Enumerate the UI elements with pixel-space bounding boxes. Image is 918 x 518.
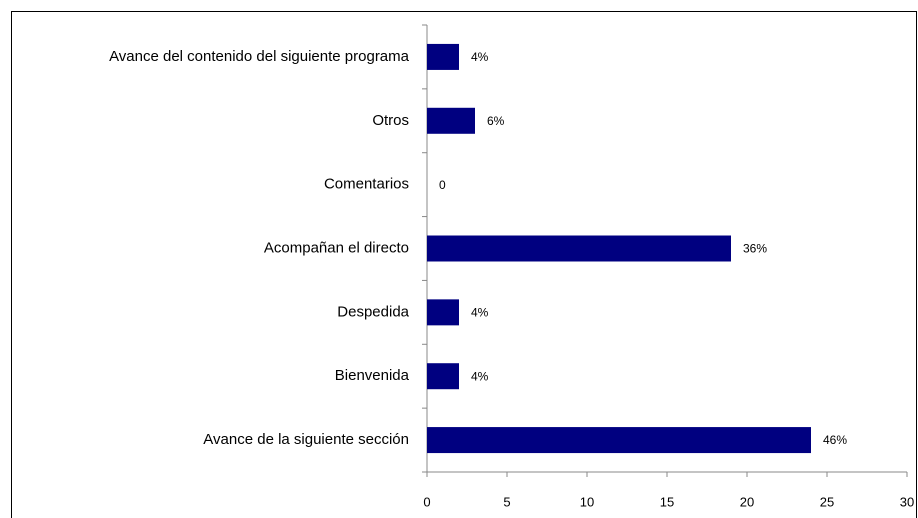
value-label: 0: [439, 178, 446, 192]
x-tick-label: 20: [740, 494, 754, 509]
value-label: 6%: [487, 114, 505, 128]
bar: [427, 299, 459, 326]
x-tick-label: 25: [820, 494, 834, 509]
value-label: 46%: [823, 433, 847, 447]
y-tick-label: Avance de la siguiente sección: [203, 431, 409, 448]
bar: [427, 427, 811, 454]
bar: [427, 235, 731, 262]
y-tick-label: Otros: [372, 112, 409, 129]
y-tick-label: Bienvenida: [335, 367, 410, 384]
x-tick-label: 5: [503, 494, 510, 509]
x-tick-label: 10: [580, 494, 594, 509]
y-tick-label: Avance del contenido del siguiente progr…: [109, 48, 410, 65]
bar: [427, 107, 475, 134]
y-tick-label: Acompañan el directo: [264, 239, 409, 256]
chart-border: [11, 11, 917, 518]
y-tick-label: Comentarios: [324, 176, 409, 193]
x-tick-label: 15: [660, 494, 674, 509]
x-tick-label: 0: [423, 494, 430, 509]
x-tick-label: 30: [900, 494, 914, 509]
value-label: 36%: [743, 242, 767, 256]
bar: [427, 43, 459, 70]
value-label: 4%: [471, 50, 489, 64]
value-label: 4%: [471, 369, 489, 383]
y-tick-label: Despedida: [337, 303, 409, 320]
bar: [427, 363, 459, 390]
value-label: 4%: [471, 306, 489, 320]
